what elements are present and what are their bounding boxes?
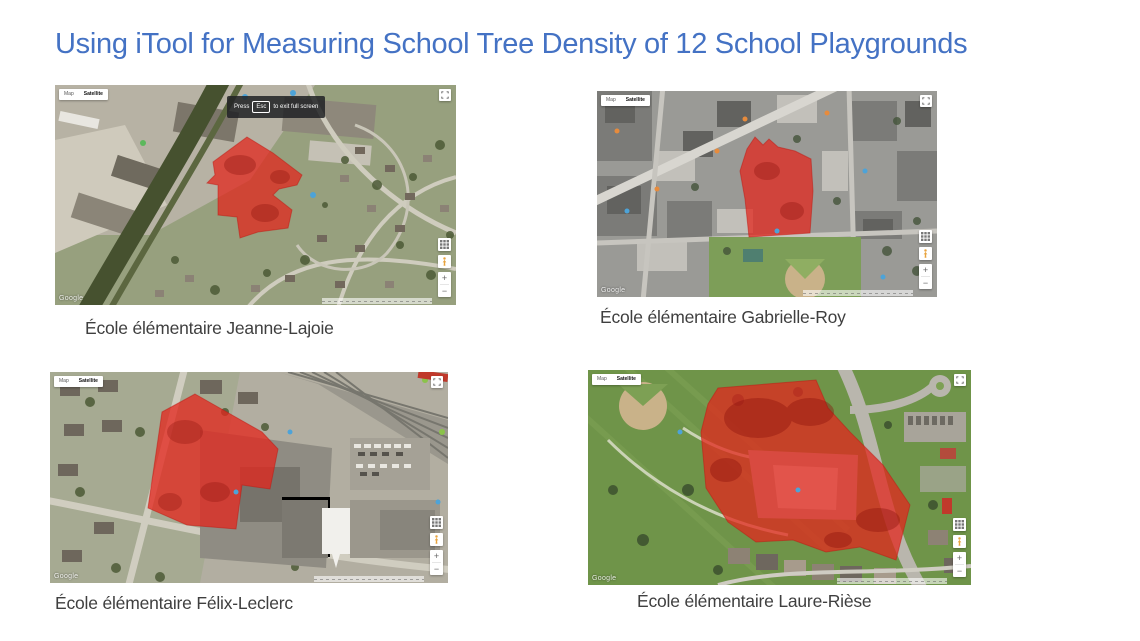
fullscreen-button[interactable] xyxy=(920,95,932,107)
tooltip-suffix: to exit full screen xyxy=(273,104,319,110)
caption-laure-riese: École élémentaire Laure-Rièse xyxy=(637,591,872,611)
zoom-out-button[interactable]: − xyxy=(919,277,932,289)
zoom-out-button[interactable]: − xyxy=(430,563,443,575)
map-attribution xyxy=(322,298,432,304)
google-watermark: Google xyxy=(54,573,79,580)
zoom-control: + − xyxy=(430,550,443,575)
google-watermark: Google xyxy=(601,287,626,294)
pegman-button[interactable] xyxy=(430,533,443,546)
pegman-icon xyxy=(923,249,928,258)
map-type-control: Map Satellite xyxy=(59,89,108,100)
pegman-icon xyxy=(957,537,962,546)
map-attribution xyxy=(803,290,913,296)
zoom-in-button[interactable]: + xyxy=(953,552,966,564)
zoom-divider xyxy=(440,284,449,285)
playground-overlay xyxy=(700,379,911,561)
map-controls: + − xyxy=(438,238,451,297)
zoom-control: + − xyxy=(919,264,932,289)
caption-gabrielle-roy: École élémentaire Gabrielle-Roy xyxy=(600,307,846,327)
tiles-icon xyxy=(955,520,964,529)
fullscreen-button[interactable] xyxy=(954,374,966,386)
map-attribution xyxy=(314,576,424,582)
pegman-button[interactable] xyxy=(438,255,451,268)
google-watermark: Google xyxy=(59,295,84,302)
zoom-divider xyxy=(432,562,441,563)
tiles-icon xyxy=(921,232,930,241)
zoom-control: + − xyxy=(438,272,451,297)
tiles-button[interactable] xyxy=(430,516,443,529)
fullscreen-icon xyxy=(956,376,964,384)
zoom-control: + − xyxy=(953,552,966,577)
zoom-in-button[interactable]: + xyxy=(919,264,932,276)
zoom-divider xyxy=(921,276,930,277)
pegman-button[interactable] xyxy=(919,247,932,260)
map-attribution xyxy=(837,578,947,584)
satellite-button[interactable]: Satellite xyxy=(616,376,636,382)
tiles-icon xyxy=(432,518,441,527)
caption-jeanne-lajoie: École élémentaire Jeanne-Lajoie xyxy=(85,318,334,338)
playground-overlay xyxy=(739,136,814,238)
fullscreen-exit-tooltip: Press Esc to exit full screen xyxy=(227,96,326,118)
fullscreen-button[interactable] xyxy=(431,376,443,388)
esc-key-badge: Esc xyxy=(252,101,271,113)
map-controls: + − xyxy=(953,518,966,577)
map-type-control: Map Satellite xyxy=(601,95,650,106)
map-controls: + − xyxy=(919,230,932,289)
map-type-control: Map Satellite xyxy=(592,374,641,385)
satellite-button[interactable]: Satellite xyxy=(78,378,98,384)
tiles-icon xyxy=(440,240,449,249)
fullscreen-icon xyxy=(922,97,930,105)
satellite-imagery xyxy=(597,91,937,297)
map-laure-riese: Map Satellite + − Google xyxy=(588,370,971,585)
map-type-control: Map Satellite xyxy=(54,376,103,387)
zoom-in-button[interactable]: + xyxy=(430,550,443,562)
map-button[interactable]: Map xyxy=(606,97,616,103)
fullscreen-icon xyxy=(433,378,441,386)
tooltip-prefix: Press xyxy=(234,104,250,110)
fullscreen-icon xyxy=(441,91,449,99)
map-gabrielle-roy: Map Satellite + − Google xyxy=(597,91,937,297)
pegman-icon xyxy=(442,257,447,266)
map-button[interactable]: Map xyxy=(59,378,69,384)
pegman-icon xyxy=(434,535,439,544)
satellite-imagery xyxy=(50,372,448,583)
map-button[interactable]: Map xyxy=(597,376,607,382)
map-felix-leclerc: Map Satellite + − Google xyxy=(50,372,448,583)
map-jeanne-lajoie: Press Esc to exit full screen Map Satell… xyxy=(55,85,456,305)
tiles-button[interactable] xyxy=(953,518,966,531)
zoom-out-button[interactable]: − xyxy=(953,565,966,577)
satellite-button[interactable]: Satellite xyxy=(83,91,103,97)
zoom-out-button[interactable]: − xyxy=(438,285,451,297)
satellite-imagery xyxy=(588,370,971,585)
map-button[interactable]: Map xyxy=(64,91,74,97)
google-watermark: Google xyxy=(592,575,617,582)
tiles-button[interactable] xyxy=(919,230,932,243)
playground-overlay xyxy=(205,136,303,239)
slide-title: Using iTool for Measuring School Tree De… xyxy=(55,28,968,60)
tiles-button[interactable] xyxy=(438,238,451,251)
pegman-button[interactable] xyxy=(953,535,966,548)
satellite-imagery xyxy=(55,85,456,305)
zoom-divider xyxy=(955,564,964,565)
satellite-button[interactable]: Satellite xyxy=(625,97,645,103)
map-controls: + − xyxy=(430,516,443,575)
zoom-in-button[interactable]: + xyxy=(438,272,451,284)
fullscreen-button[interactable] xyxy=(439,89,451,101)
caption-felix-leclerc: École élémentaire Félix-Leclerc xyxy=(55,593,293,613)
playground-overlay xyxy=(147,393,279,530)
